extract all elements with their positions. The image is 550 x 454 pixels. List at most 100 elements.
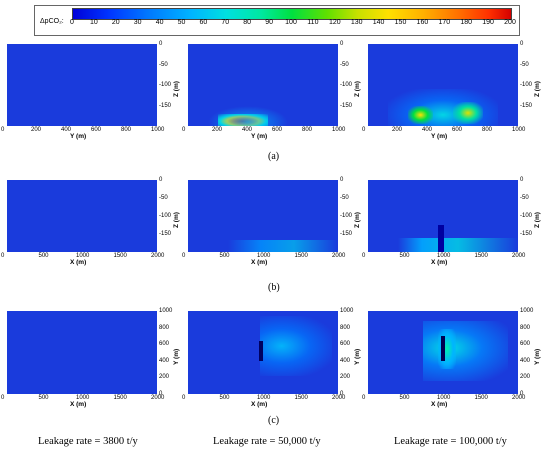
x-tick-label: 1000 [512,127,526,133]
right-tick-label: -50 [340,61,349,68]
colorbar-tick: 0 [70,19,74,26]
right-tick-label: 800 [520,324,531,331]
right-tick-label: -50 [340,195,349,201]
x-tick-label: 0 [362,253,366,259]
colorbar-tick: 200 [504,19,516,26]
right-tick-label: -50 [520,195,529,201]
x-tick-label: 1000 [437,253,451,259]
plume-region [438,225,444,252]
right-tick-label: 0 [340,177,344,183]
x-tick-label: 2000 [332,253,346,259]
x-tick-label: 2000 [512,253,526,259]
right-tick-label: 400 [340,357,351,364]
right-tick-label: 800 [340,324,351,331]
x-tick-label: 500 [38,253,49,259]
x-tick-label: 500 [38,395,49,401]
right-tick-label: 0 [520,177,524,183]
right-axis-title: Y (m) [354,348,361,365]
plume-region [423,321,508,381]
x-tick-label: 200 [392,127,403,133]
x-tick-label: 400 [422,127,433,133]
contour-panel [368,180,518,252]
right-axis-title: Z (m) [354,81,361,97]
plume-region [398,238,518,252]
x-tick-label: 2000 [512,395,526,401]
x-tick-label: 1000 [76,395,90,401]
right-tick-label: -150 [340,231,353,237]
right-tick-label: 200 [159,374,170,381]
x-tick-label: 0 [362,395,366,401]
x-tick-label: 200 [212,127,223,133]
right-tick-label: -100 [520,82,533,88]
plume-region [228,240,338,252]
x-axis-title: X (m) [251,401,268,408]
right-tick-label: 0 [159,177,163,183]
plume-region [260,316,332,376]
x-tick-label: 600 [452,127,463,133]
colorbar-tick: 40 [155,19,164,26]
x-tick-label: 200 [31,127,42,133]
right-tick-label: -150 [520,231,533,237]
right-axis-title: Z (m) [173,212,180,228]
x-axis-title: X (m) [251,259,268,266]
x-tick-label: 500 [219,395,230,401]
x-axis-title: X (m) [431,259,448,266]
colorbar-tick: 110 [307,19,319,26]
right-tick-label: 1000 [520,308,534,314]
right-tick-label: -100 [520,213,533,219]
x-axis-title: X (m) [70,401,87,408]
colorbar-tick: 130 [350,19,363,26]
rate-label-col2: Leakage rate = 50,000 t/y [213,436,321,447]
x-tick-label: 0 [1,395,5,401]
right-axis-title: Z (m) [354,212,361,228]
contour-panel [188,180,338,252]
right-tick-label: 200 [520,374,531,381]
right-axis-title: Y (m) [534,348,541,365]
x-tick-label: 1000 [76,253,90,259]
colorbar-tick: 70 [221,19,230,26]
x-tick-label: 0 [182,253,186,259]
x-tick-label: 1500 [113,395,127,401]
right-axis-title: Y (m) [173,348,180,365]
x-tick-label: 800 [482,127,493,133]
x-axis-title: X (m) [431,401,448,408]
colorbar-tick: 100 [285,19,297,26]
plume-region [208,106,288,126]
colorbar-tick: 190 [482,19,494,26]
right-tick-label: 0 [159,391,163,397]
subfigure-label: (c) [268,415,280,426]
contour-panel [7,311,157,394]
x-tick-label: 1500 [474,253,488,259]
x-tick-label: 600 [272,127,283,133]
x-tick-label: 2000 [151,395,165,401]
contour-panel [7,44,157,126]
right-axis-title: Z (m) [173,81,180,97]
colorbar-tick: 60 [199,19,208,26]
subfigure-label: (a) [268,151,280,162]
colorbar-tick: 30 [133,19,142,26]
x-tick-label: 800 [121,127,132,133]
right-tick-label: 200 [340,374,351,381]
right-tick-label: -50 [159,195,168,201]
right-tick-label: 1000 [340,308,354,314]
right-tick-label: 0 [520,391,524,397]
x-tick-label: 500 [219,253,230,259]
colorbar-tick: 80 [243,19,252,26]
right-tick-label: -50 [159,61,168,68]
x-tick-label: 0 [182,127,186,133]
right-tick-label: 400 [159,357,170,364]
right-tick-label: -50 [520,61,529,68]
right-tick-label: -100 [159,213,172,219]
contour-panel [7,180,157,252]
contour-panel [368,44,518,126]
x-tick-label: 0 [362,127,366,133]
right-axis-title: Z (m) [534,81,541,97]
colorbar-tick: 170 [438,19,451,26]
plume-region [408,106,433,124]
right-tick-label: -150 [159,231,172,237]
x-tick-label: 500 [399,253,410,259]
x-tick-label: 0 [182,395,186,401]
right-tick-label: 1000 [159,308,173,314]
subfigure-label: (b) [268,282,280,293]
right-tick-label: -150 [340,102,353,109]
